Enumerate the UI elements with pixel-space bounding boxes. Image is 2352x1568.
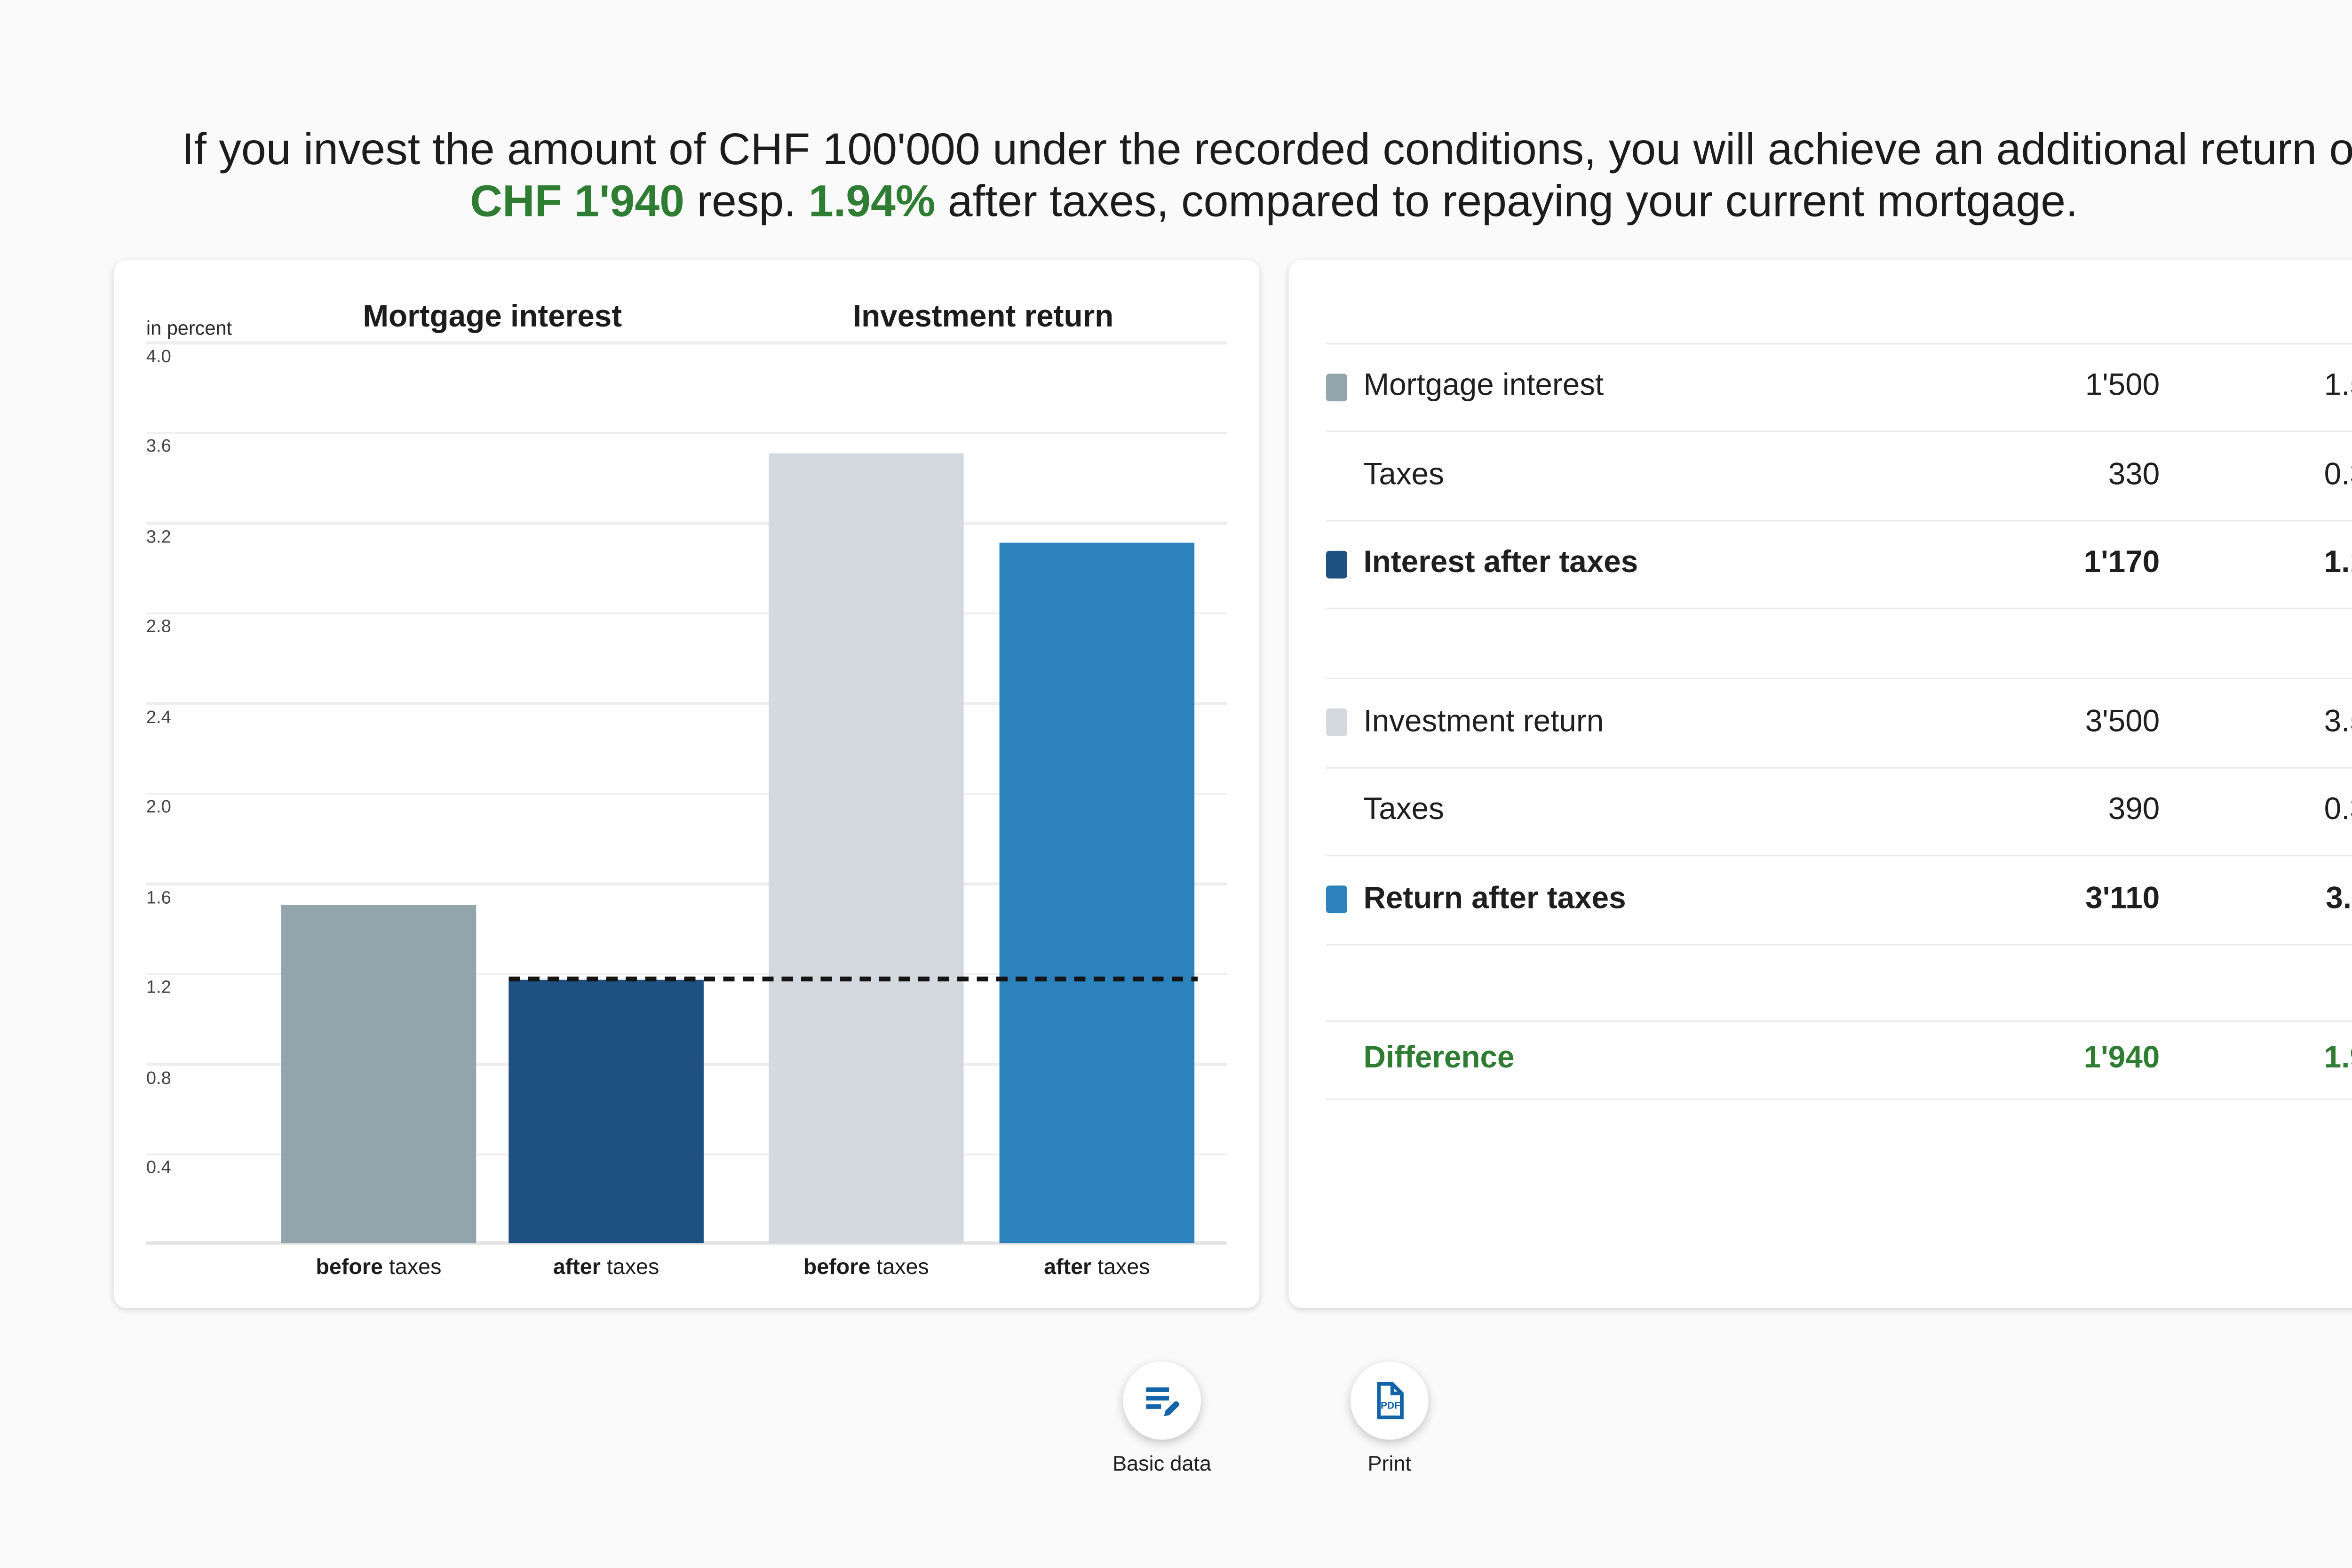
headline-accent-percent: 1.94%: [808, 175, 936, 226]
row-value: 1'500: [2085, 369, 2160, 404]
gridline: [146, 431, 1227, 434]
legend-swatch-spacer: [1326, 797, 1347, 825]
difference-row: Difference 1'940 1.94%: [1326, 1019, 2352, 1099]
row-label: Taxes: [1363, 458, 1444, 492]
headline-line2: CHF 1'940 resp. 1.94% after taxes, compa…: [0, 175, 2352, 228]
bar-investment-before-taxes: [769, 454, 964, 1243]
chart-title-mortgage-interest: Mortgage interest: [363, 300, 622, 335]
category-label: after taxes: [553, 1254, 660, 1279]
table-group-mortgage: Mortgage interest 1'500 1.50% Taxes 330 0.33%…: [1326, 342, 2352, 610]
headline-line2-rest: after taxes, compared to repaying your c…: [935, 175, 2078, 226]
table-gap: [1326, 945, 2352, 1019]
category-label: before taxes: [316, 1254, 442, 1279]
y-tick-label: 3.2: [146, 527, 171, 547]
row-label: Return after taxes: [1363, 882, 1626, 916]
svg-text:PDF: PDF: [1381, 1400, 1400, 1411]
y-axis-unit-label: in percent: [146, 317, 232, 340]
y-tick-label: 4.0: [146, 347, 171, 366]
bar-investment-after-taxes: [999, 541, 1195, 1243]
gridline: [146, 702, 1227, 705]
y-tick-label: 1.6: [146, 888, 171, 908]
row-value: 3'500: [2085, 705, 2160, 739]
table-row: Return after taxes 3'110 3.11%: [1326, 856, 2352, 945]
y-tick-label: 0.8: [146, 1068, 171, 1088]
legend-swatch-spacer: [1326, 462, 1347, 490]
headline-line2-mid: resp.: [684, 175, 809, 226]
table-row: Interest after taxes 1'170 1.17%: [1326, 521, 2352, 610]
print-button-circle[interactable]: PDF: [1350, 1361, 1429, 1440]
bar-mortgage-before-taxes: [281, 905, 477, 1243]
row-label: Mortgage interest: [1363, 369, 1604, 404]
row-percent: 1.50%: [2324, 369, 2352, 404]
y-tick-label: 3.6: [146, 437, 171, 457]
legend-swatch: [1326, 708, 1347, 737]
gridline: [146, 521, 1227, 524]
reference-dashed-line: [509, 977, 1198, 982]
headline: If you invest the amount of CHF 100'000 …: [0, 123, 2352, 227]
gridline: [146, 792, 1227, 795]
y-tick-label: 2.4: [146, 708, 171, 727]
headline-line1: If you invest the amount of CHF 100'000 …: [182, 123, 2352, 174]
legend-swatch: [1326, 550, 1347, 578]
summary-table: Mortgage interest 1'500 1.50% Taxes 330 0.33%…: [1326, 342, 2352, 1099]
row-value: 3'110: [2085, 882, 2160, 916]
headline-accent-amount: CHF 1'940: [470, 175, 684, 226]
table-row: Taxes 390 0.39%: [1326, 768, 2352, 857]
edit-list-icon: [1146, 1387, 1179, 1417]
table-row: Mortgage interest 1'500 1.50%: [1326, 343, 2352, 432]
table-row: Taxes 330 0.33%: [1326, 432, 2352, 521]
gridline: [146, 882, 1227, 885]
y-tick-label: 0.4: [146, 1158, 171, 1178]
summary-table-card: Mortgage interest 1'500 1.50% Taxes 330 0.33%…: [1288, 260, 2352, 1308]
bar-mortgage-after-taxes: [509, 979, 704, 1243]
chart-card: in percent Mortgage interest Investment …: [113, 260, 1260, 1308]
gridline: [146, 341, 1227, 344]
y-tick-label: 2.8: [146, 617, 171, 637]
difference-label: Difference: [1363, 1041, 1515, 1076]
row-value: 1'170: [2083, 546, 2160, 581]
row-label: Taxes: [1363, 793, 1444, 828]
row-label: Investment return: [1363, 705, 1604, 739]
pdf-file-icon: PDF: [1377, 1382, 1404, 1419]
print-button[interactable]: PDF Print: [1292, 1361, 1487, 1475]
x-axis-line: [146, 1241, 1227, 1245]
legend-swatch: [1326, 373, 1347, 401]
gridline: [146, 612, 1227, 614]
table-group-investment: Investment return 3'500 3.50% Taxes 390 0.39%…: [1326, 677, 2352, 945]
difference-value: 1'940: [2083, 1041, 2160, 1076]
row-percent: 3.50%: [2324, 705, 2352, 739]
row-value: 330: [2108, 458, 2160, 492]
legend-swatch: [1326, 886, 1347, 914]
basic-data-button[interactable]: Basic data: [1065, 1361, 1260, 1475]
row-percent: 0.33%: [2324, 458, 2352, 492]
gridline: [146, 972, 1227, 975]
category-label: before taxes: [803, 1254, 929, 1279]
difference-percent: 1.94%: [2324, 1041, 2352, 1076]
row-value: 390: [2108, 793, 2160, 828]
row-percent: 1.17%: [2324, 546, 2352, 581]
row-percent: 0.39%: [2324, 793, 2352, 828]
y-tick-label: 1.2: [146, 978, 171, 998]
row-percent: 3.11%: [2326, 882, 2352, 916]
table-row: Investment return 3'500 3.50%: [1326, 679, 2352, 768]
basic-data-label: Basic data: [1112, 1451, 1211, 1476]
print-label: Print: [1367, 1451, 1411, 1476]
category-label: after taxes: [1044, 1254, 1150, 1279]
basic-data-button-circle[interactable]: [1123, 1361, 1201, 1440]
row-label: Interest after taxes: [1363, 546, 1638, 581]
chart-title-investment-return: Investment return: [852, 300, 1114, 335]
table-gap: [1326, 609, 2352, 677]
y-tick-label: 2.0: [146, 797, 171, 818]
